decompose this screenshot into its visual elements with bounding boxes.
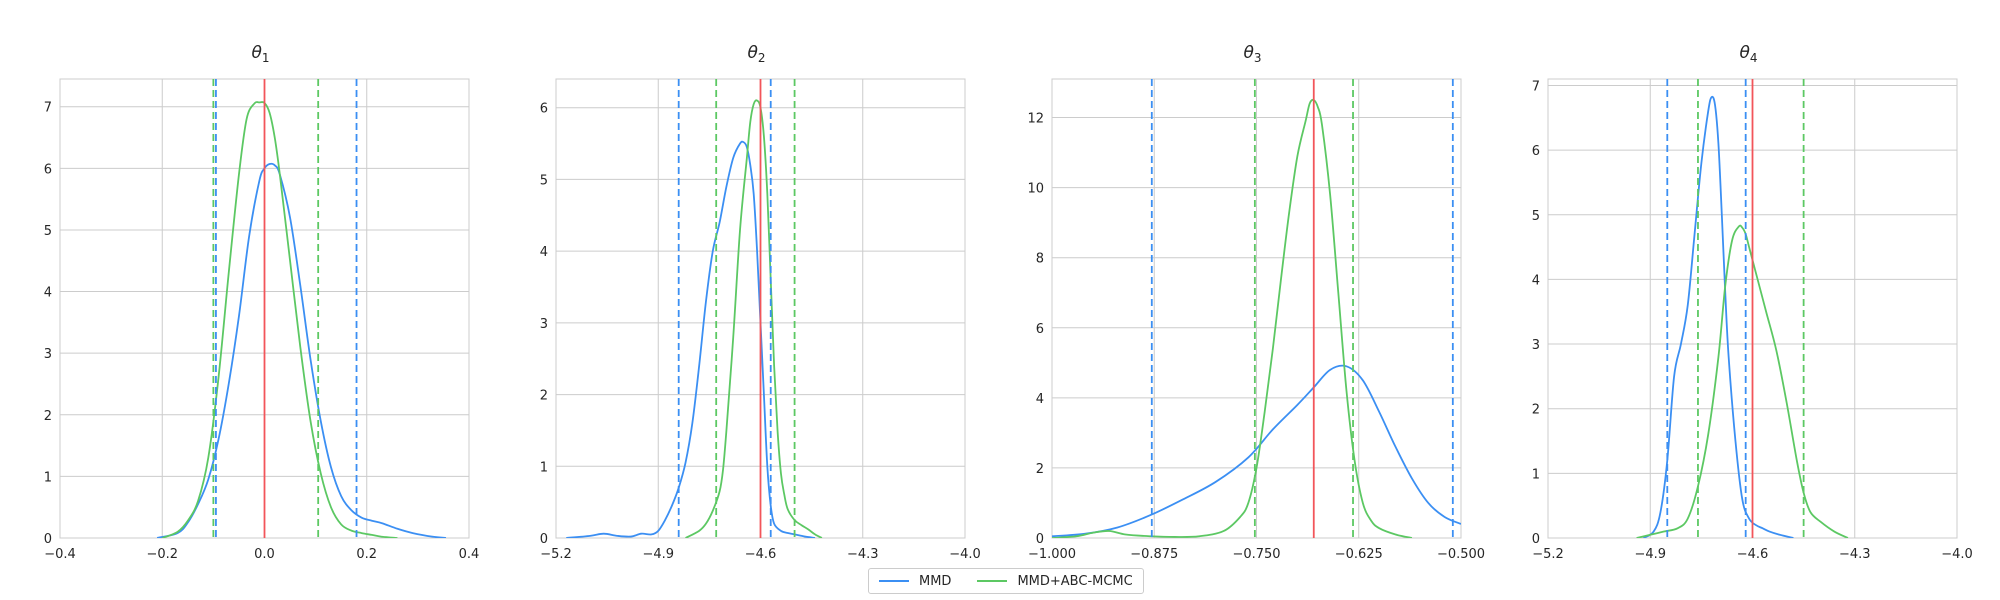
x-tick-label-2-4: −4.0	[949, 547, 981, 562]
subplot-1: −0.4 −0.2 0.0 0.2 0.4 0 1 2 3 4 5 6 7 θ1	[44, 43, 480, 562]
legend-label-mmd-abc-mcmc: MMD+ABC-MCMC	[1017, 573, 1133, 589]
y-tick-label-2-0: 0	[540, 532, 548, 547]
y-tick-label-4-0: 0	[1532, 532, 1540, 547]
y-tick-label-1-5: 5	[44, 224, 52, 239]
y-tick-label-3-6: 12	[1027, 112, 1044, 127]
y-tick-label-1-6: 6	[44, 162, 52, 177]
legend-item-mmd-abc-mcmc: MMD+ABC-MCMC	[977, 573, 1133, 589]
x-tick-label-2-0: −5.2	[540, 547, 572, 562]
subplot-title-2: θ2	[747, 43, 765, 65]
x-tick-label-4-4: −4.0	[1941, 547, 1973, 562]
y-tick-label-2-6: 6	[540, 102, 548, 117]
y-tick-label-2-4: 4	[540, 245, 548, 260]
y-tick-label-4-2: 2	[1532, 403, 1540, 418]
density-curve-mmd-abc-mcmc-2	[685, 99, 823, 538]
subplot-title-1: θ1	[251, 43, 269, 65]
y-tick-label-2-2: 2	[540, 389, 548, 404]
subplot-3: −1.000 −0.875 −0.750 −0.625 −0.500 0 2 4 6 8 10 12 θ…	[1027, 43, 1485, 562]
legend-swatch-mmd	[879, 580, 909, 582]
y-tick-label-1-1: 1	[44, 470, 52, 485]
y-tick-label-2-5: 5	[540, 173, 548, 188]
y-tick-label-3-5: 10	[1027, 182, 1044, 197]
x-tick-label-1-1: −0.2	[146, 547, 178, 562]
y-tick-label-3-0: 0	[1036, 532, 1044, 547]
x-tick-label-1-0: −0.4	[44, 547, 76, 562]
x-tick-label-1-3: 0.2	[356, 547, 377, 562]
y-tick-label-1-3: 3	[44, 347, 52, 362]
legend-item-mmd: MMD	[879, 574, 951, 589]
y-tick-label-3-1: 2	[1036, 462, 1044, 477]
subplot-4: −5.2 −4.9 −4.6 −4.3 −4.0 0 1 2 3 4 5 6 7 θ4	[1532, 43, 1973, 562]
density-curve-mmd-abc-mcmc-3	[1052, 98, 1413, 538]
y-tick-label-4-7: 7	[1532, 79, 1540, 94]
x-tick-label-2-1: −4.9	[642, 547, 674, 562]
y-tick-label-1-7: 7	[44, 101, 52, 116]
subplot-title-4: θ4	[1739, 43, 1757, 65]
legend-swatch-mmd-abc-mcmc	[977, 580, 1008, 582]
x-tick-label-4-3: −4.3	[1839, 547, 1871, 562]
subplot-2: −5.2 −4.9 −4.6 −4.3 −4.0 0 1 2 3 4 5 6 θ2	[540, 43, 981, 562]
y-tick-label-4-1: 1	[1532, 467, 1540, 482]
y-tick-label-4-5: 5	[1532, 209, 1540, 224]
plot-frame-3	[1051, 78, 1462, 539]
x-tick-label-2-2: −4.6	[745, 547, 777, 562]
density-curve-mmd-abc-mcmc-1	[161, 101, 398, 538]
x-tick-label-1-2: 0.0	[254, 547, 275, 562]
y-tick-label-4-3: 3	[1532, 338, 1540, 353]
density-curve-mmd-abc-mcmc-4	[1636, 224, 1849, 538]
x-tick-label-4-0: −5.2	[1532, 547, 1564, 562]
y-tick-label-1-0: 0	[44, 532, 52, 547]
y-tick-label-3-3: 6	[1036, 322, 1044, 337]
x-tick-label-4-1: −4.9	[1634, 547, 1666, 562]
y-tick-label-3-4: 8	[1036, 252, 1044, 267]
subplot-title-3: θ3	[1243, 43, 1261, 65]
x-tick-label-3-3: −0.625	[1335, 547, 1383, 562]
x-tick-label-3-0: −1.000	[1028, 547, 1076, 562]
y-tick-label-4-4: 4	[1532, 273, 1540, 288]
density-curve-mmd-4	[1642, 95, 1794, 538]
x-tick-label-3-4: −0.500	[1437, 547, 1485, 562]
y-tick-label-1-4: 4	[44, 286, 52, 301]
x-tick-label-2-3: −4.3	[847, 547, 879, 562]
x-tick-label-4-2: −4.6	[1737, 547, 1769, 562]
legend-label-mmd: MMD	[919, 573, 952, 589]
legend: MMD MMD+ABC-MCMC	[868, 568, 1144, 594]
x-tick-label-3-2: −0.750	[1232, 547, 1280, 562]
x-tick-label-1-4: 0.4	[459, 547, 480, 562]
y-tick-label-3-2: 4	[1036, 392, 1044, 407]
y-tick-label-2-3: 3	[540, 317, 548, 332]
density-curve-mmd-2	[566, 140, 816, 538]
x-tick-label-3-1: −0.875	[1130, 547, 1178, 562]
y-tick-label-1-2: 2	[44, 409, 52, 424]
y-tick-label-2-1: 1	[540, 460, 548, 475]
y-tick-label-4-6: 6	[1532, 144, 1540, 159]
